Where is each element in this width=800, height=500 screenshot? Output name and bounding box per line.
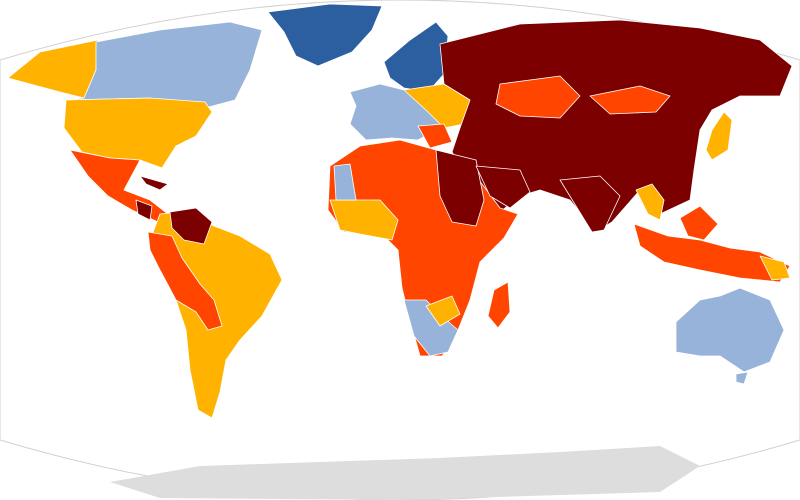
papua-new-guinea [759,255,791,281]
nicaragua [135,199,153,221]
japan [705,111,733,161]
mongolia [589,85,671,115]
west-africa [329,199,399,241]
antarctica [110,446,700,500]
balkans [417,123,453,149]
united-states [63,97,213,169]
cuba [139,175,169,191]
australia [675,287,785,373]
tasmania [735,371,749,385]
mauritania [333,163,357,201]
southern-africa [403,299,459,357]
egypt-sudan [435,149,485,227]
venezuela [169,207,213,245]
philippines [679,205,719,241]
greenland [267,3,383,67]
madagascar [487,281,511,329]
kazakhstan [495,75,581,119]
arabia [475,165,531,209]
india [559,175,621,233]
andes-countries [147,231,223,331]
thailand [635,183,665,221]
zambia-zimbabwe [425,295,461,327]
